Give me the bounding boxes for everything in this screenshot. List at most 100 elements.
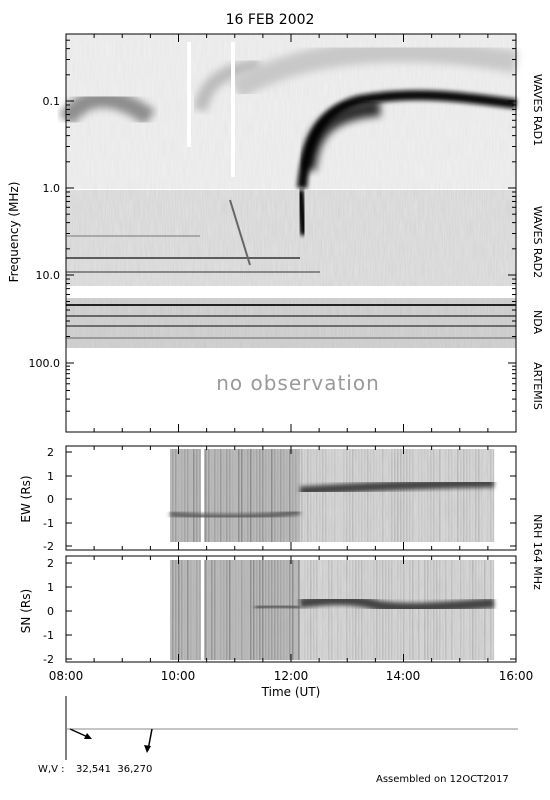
- texture-stripe: [214, 449, 216, 542]
- texture-stripe: [259, 449, 261, 542]
- texture-stripe: [238, 560, 240, 660]
- texture-stripe: [274, 449, 276, 542]
- y-tick-label: -2: [43, 653, 54, 666]
- texture-stripe: [241, 449, 243, 542]
- texture-stripe: [490, 560, 492, 660]
- texture-stripe: [472, 560, 474, 660]
- texture-stripe: [307, 560, 309, 660]
- texture-stripe: [358, 449, 360, 542]
- texture-stripe: [463, 449, 465, 542]
- texture-stripe: [265, 560, 267, 660]
- texture-stripe: [376, 449, 378, 542]
- texture-stripe: [328, 449, 330, 542]
- ew-y-axis: 2 1 0 -1 -2: [43, 446, 516, 553]
- texture-stripe: [211, 449, 213, 542]
- texture-stripe: [268, 449, 270, 542]
- y-tick-label: 1: [47, 470, 54, 483]
- texture-stripe: [406, 449, 408, 542]
- texture-stripe: [229, 560, 231, 660]
- y-tick-label: 0.1: [43, 95, 61, 108]
- sn-y-axis: 2 1 0 -1 -2: [43, 557, 516, 666]
- texture-stripe: [208, 449, 210, 542]
- texture-stripe: [181, 449, 183, 542]
- texture-stripe: [304, 449, 306, 542]
- wind-arrow-1-icon: [69, 728, 92, 739]
- texture-stripe: [190, 560, 192, 660]
- wv-values: 32,541 36,270: [76, 764, 152, 775]
- texture-stripe: [358, 560, 360, 660]
- band-label-artemis: ARTEMIS: [531, 362, 544, 410]
- texture-stripe: [301, 560, 303, 660]
- texture-stripe: [424, 449, 426, 542]
- texture-stripe: [196, 560, 198, 660]
- texture-stripe: [361, 449, 363, 542]
- texture-stripe: [478, 560, 480, 660]
- texture-stripe: [322, 449, 324, 542]
- texture-stripe: [295, 449, 297, 542]
- texture-stripe: [262, 560, 264, 660]
- texture-stripe: [427, 449, 429, 542]
- texture-stripe: [391, 449, 393, 542]
- texture-stripe: [364, 449, 366, 542]
- chart-title: 16 FEB 2002: [226, 12, 315, 28]
- texture-stripe: [262, 449, 264, 542]
- texture-stripe: [310, 560, 312, 660]
- texture-stripe: [244, 560, 246, 660]
- texture-stripe: [430, 449, 432, 542]
- texture-stripe: [337, 560, 339, 660]
- rad2-band: [66, 189, 516, 286]
- y-tick-label: -1: [43, 517, 54, 530]
- texture-stripe: [229, 449, 231, 542]
- texture-stripe: [340, 560, 342, 660]
- texture-stripe: [238, 449, 240, 542]
- texture-stripe: [193, 560, 195, 660]
- texture-stripe: [313, 449, 315, 542]
- texture-stripe: [226, 560, 228, 660]
- texture-stripe: [364, 560, 366, 660]
- texture-stripe: [334, 560, 336, 660]
- texture-stripe: [481, 449, 483, 542]
- y-tick-label: 10.0: [36, 269, 61, 282]
- wind-panel: W,V : 32,541 36,270: [38, 696, 518, 775]
- texture-stripe: [319, 449, 321, 542]
- texture-stripe: [280, 560, 282, 660]
- texture-stripe: [172, 449, 174, 542]
- texture-stripe: [361, 560, 363, 660]
- x-axis-label: Time (UT): [261, 685, 321, 699]
- texture-stripe: [286, 560, 288, 660]
- texture-stripe: [226, 449, 228, 542]
- texture-stripe: [448, 449, 450, 542]
- texture-stripe: [184, 560, 186, 660]
- texture-stripe: [397, 449, 399, 542]
- nda-band: [66, 298, 516, 348]
- texture-stripe: [247, 449, 249, 542]
- texture-stripe: [250, 449, 252, 542]
- texture-stripe: [493, 560, 495, 660]
- texture-stripe: [469, 449, 471, 542]
- texture-stripe: [250, 560, 252, 660]
- texture-stripe: [232, 560, 234, 660]
- texture-stripe: [337, 449, 339, 542]
- texture-stripe: [277, 449, 279, 542]
- texture-stripe: [271, 449, 273, 542]
- texture-stripe: [328, 560, 330, 660]
- texture-stripe: [217, 449, 219, 542]
- no-observation-label: no observation: [216, 371, 380, 395]
- texture-stripe: [298, 449, 300, 542]
- texture-stripe: [205, 449, 207, 542]
- texture-stripe: [235, 449, 237, 542]
- texture-stripe: [370, 449, 372, 542]
- texture-stripe: [283, 560, 285, 660]
- y-tick-label: 0: [47, 605, 54, 618]
- texture-stripe: [232, 449, 234, 542]
- texture-stripe: [301, 449, 303, 542]
- x-axis: 08:00 10:00 12:00 14:00 16:00 Time (UT): [49, 669, 534, 699]
- texture-stripe: [181, 560, 183, 660]
- texture-stripe: [196, 449, 198, 542]
- texture-stripe: [304, 560, 306, 660]
- texture-stripe: [403, 449, 405, 542]
- texture-stripe: [379, 449, 381, 542]
- texture-stripe: [214, 560, 216, 660]
- texture-stripe: [277, 560, 279, 660]
- texture-stripe: [349, 449, 351, 542]
